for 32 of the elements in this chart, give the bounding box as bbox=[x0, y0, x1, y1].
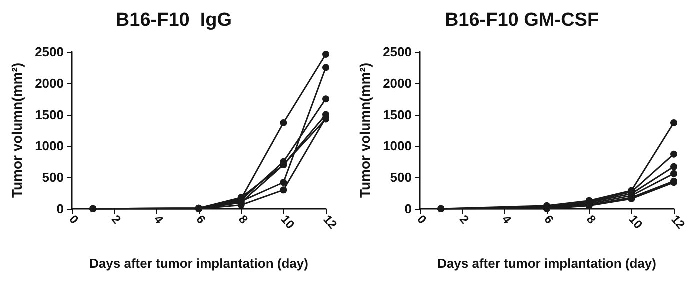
y-tick-label: 500 bbox=[390, 170, 412, 186]
y-tick-label: 2000 bbox=[35, 76, 64, 91]
x-tick-label: 12 bbox=[320, 212, 340, 232]
x-tick-label: 4 bbox=[151, 212, 167, 227]
x-tick-label: 0 bbox=[66, 212, 82, 227]
y-tick-label: 1500 bbox=[383, 107, 412, 122]
chart-title: B16-F10 GM-CSF bbox=[444, 10, 600, 31]
x-tick-label: 8 bbox=[584, 212, 600, 227]
y-tick-label: 500 bbox=[42, 170, 64, 186]
y-tick-label: 2500 bbox=[383, 44, 412, 60]
x-axis-title: Days after tumor implantation (day) bbox=[90, 256, 308, 271]
x-tick-label: 6 bbox=[194, 212, 209, 227]
y-axis-title: Tumor volumn(mm²) bbox=[357, 62, 374, 198]
x-tick-label: 2 bbox=[456, 212, 472, 227]
x-tick-label: 10 bbox=[278, 212, 298, 232]
y-tick-label: 0 bbox=[56, 202, 64, 216]
x-tick-label: 4 bbox=[499, 212, 515, 227]
y-tick-label: 1500 bbox=[35, 107, 64, 122]
y-tick-label: 2000 bbox=[383, 76, 412, 91]
x-tick-label: 8 bbox=[236, 212, 252, 227]
x-axis-title: Days after tumor implantation (day) bbox=[438, 256, 656, 271]
y-tick-label: 1000 bbox=[35, 138, 64, 154]
y-tick-label: 0 bbox=[404, 202, 412, 216]
x-tick-label: 6 bbox=[542, 212, 557, 227]
x-tick-label: 0 bbox=[414, 212, 430, 227]
x-tick-label: 12 bbox=[668, 212, 688, 232]
y-tick-label: 1000 bbox=[383, 138, 412, 154]
x-tick-label: 10 bbox=[626, 212, 646, 232]
y-axis-title: Tumor volumn(mm²) bbox=[9, 62, 26, 198]
x-tick-label: 2 bbox=[108, 212, 124, 227]
y-tick-label: 2500 bbox=[35, 44, 64, 60]
chart-title: B16-F10 IgG bbox=[116, 10, 232, 31]
